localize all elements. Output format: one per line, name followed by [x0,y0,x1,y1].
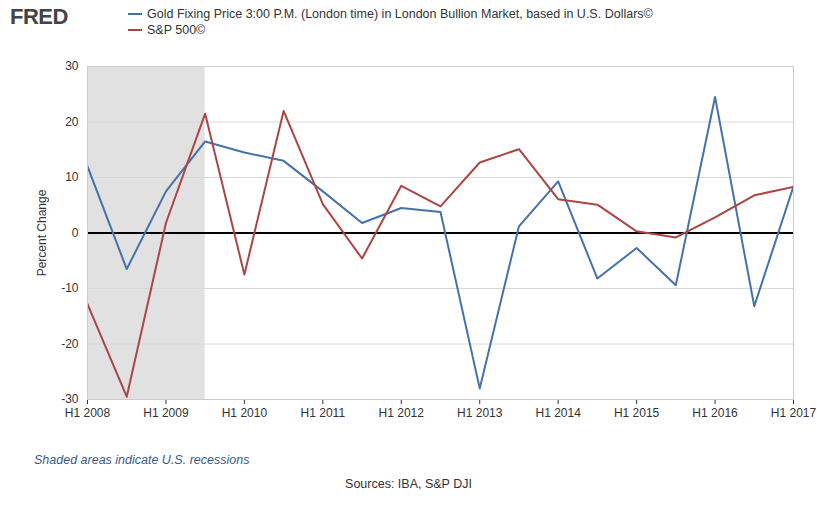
svg-text:20: 20 [65,115,79,129]
svg-text:10: 10 [65,170,79,184]
svg-text:H1 2014: H1 2014 [535,406,581,420]
html-text:Shaded areas indicate U.S. rec: Shaded areas indicate U.S. recessions [34,453,250,467]
svg-text:H1 2011: H1 2011 [301,406,346,420]
svg-text:-10: -10 [61,281,79,295]
svg-text:-20: -20 [61,337,79,351]
svg-text:30: 30 [65,59,79,73]
svg-text:H1 2015: H1 2015 [614,406,660,420]
html-text:Sources: IBA, S&P DJI: Sources: IBA, S&P DJI [345,477,472,491]
svg-text:H1 2017: H1 2017 [771,406,817,420]
svg-text:-30: -30 [61,392,79,406]
svg-text:Percent Change: Percent Change [35,189,49,276]
svg-text:H1 2016: H1 2016 [692,406,738,420]
html-text:Gold Fixing Price 3:00 P.M. (L: Gold Fixing Price 3:00 P.M. (London time… [147,7,653,21]
html-text:FRED: FRED [10,4,68,29]
svg-text:H1 2009: H1 2009 [143,406,189,420]
svg-text:H1 2013: H1 2013 [457,406,503,420]
html-text:S&P 500©: S&P 500© [147,23,206,37]
svg-text:H1 2008: H1 2008 [65,406,111,420]
svg-text:0: 0 [72,226,79,240]
svg-text:H1 2010: H1 2010 [222,406,268,420]
svg-text:H1 2012: H1 2012 [379,406,425,420]
